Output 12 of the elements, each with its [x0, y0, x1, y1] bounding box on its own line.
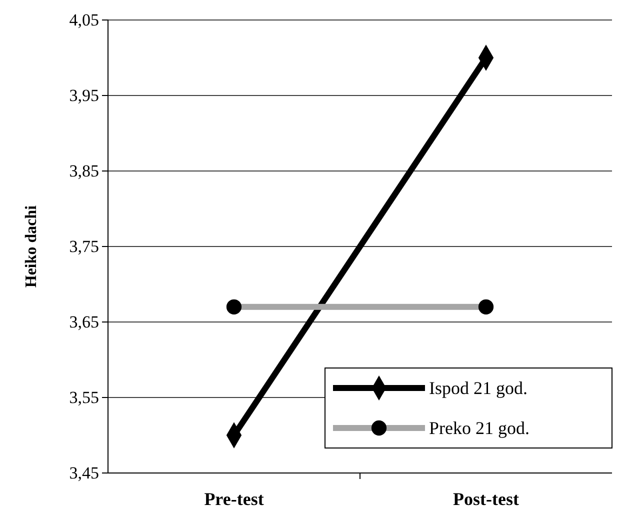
y-tick-label: 4,05 — [69, 10, 99, 30]
y-tick-label: 3,45 — [69, 463, 99, 482]
y-tick-label: 3,85 — [69, 161, 99, 180]
y-tick-label: 3,65 — [69, 312, 99, 332]
x-tick-label: Post-test — [453, 488, 519, 509]
y-axis-title: Heiko dachi — [23, 204, 40, 288]
legend-label: Ispod 21 god. — [429, 378, 528, 398]
y-tick-label: 3,55 — [69, 388, 99, 407]
legend-label: Preko 21 god. — [429, 418, 530, 438]
y-tick-label: 3,75 — [69, 236, 99, 256]
x-tick-label: Pre-test — [204, 488, 264, 509]
y-tick-label: 3,95 — [69, 86, 99, 105]
